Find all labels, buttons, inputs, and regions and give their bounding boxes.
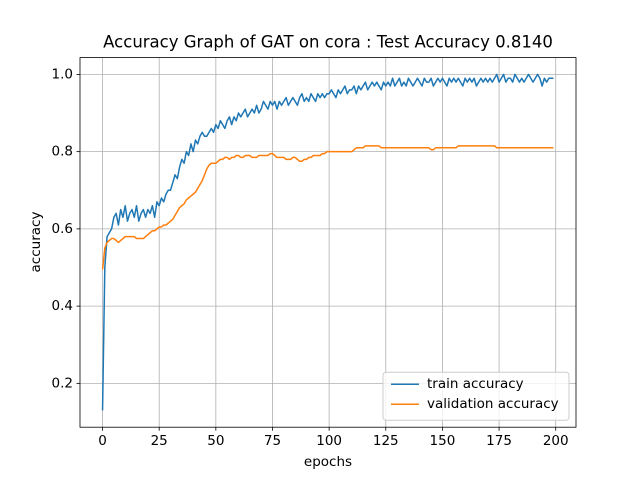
x-tick-label: 50	[207, 433, 224, 449]
series-line	[101, 145, 554, 270]
x-tick-label: 100	[316, 433, 342, 449]
y-tick-label: 0.8	[52, 144, 73, 160]
legend-label: validation accuracy	[427, 396, 559, 412]
chart-title: Accuracy Graph of GAT on cora : Test Acc…	[103, 33, 553, 52]
x-tick-label: 150	[430, 433, 456, 449]
x-tick-label: 200	[543, 433, 569, 449]
y-tick-label: 0.6	[52, 221, 73, 237]
axes-frame	[79, 57, 577, 428]
x-tick-label: 0	[98, 433, 107, 449]
series-line	[101, 73, 554, 411]
x-tick-label: 25	[151, 433, 168, 449]
x-tick-label: 125	[373, 433, 399, 449]
y-tick-label: 0.4	[52, 298, 73, 314]
legend: train accuracy validation accuracy	[382, 371, 570, 421]
x-tick-label: 175	[486, 433, 512, 449]
legend-label: train accuracy	[427, 376, 524, 392]
x-tick-label: 75	[264, 433, 281, 449]
y-tick-label: 1.0	[52, 66, 73, 82]
y-axis-label: accuracy	[28, 212, 44, 273]
x-axis-label: epochs	[304, 454, 352, 470]
y-tick-label: 0.2	[52, 375, 73, 391]
legend-box	[382, 371, 570, 421]
